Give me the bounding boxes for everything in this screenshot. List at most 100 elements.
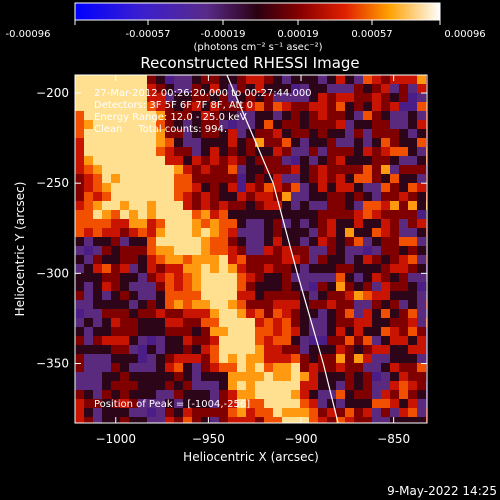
heatmap-cell: [381, 309, 391, 319]
heatmap-cell: [282, 156, 292, 166]
heatmap-cell: [75, 381, 85, 391]
heatmap-cell: [138, 300, 148, 310]
heatmap-cell: [93, 228, 103, 238]
heatmap-cell: [192, 372, 202, 382]
heatmap-cell: [174, 417, 184, 423]
heatmap-cell: [309, 381, 319, 391]
heatmap-cell: [75, 111, 85, 121]
heatmap-cell: [111, 363, 121, 373]
heatmap-cell: [156, 309, 166, 319]
heatmap-cell: [174, 291, 184, 301]
heatmap-cell: [156, 120, 166, 130]
heatmap-cell: [183, 318, 193, 328]
heatmap-cell: [138, 84, 148, 94]
heatmap-cell: [156, 381, 166, 391]
heatmap-cell: [237, 282, 247, 292]
heatmap-cell: [417, 165, 427, 175]
heatmap-cell: [381, 93, 391, 103]
heatmap-cell: [129, 138, 139, 148]
heatmap-cell: [129, 84, 139, 94]
heatmap-cell: [147, 390, 157, 400]
heatmap-cell: [165, 264, 175, 274]
heatmap-cell: [345, 390, 355, 400]
heatmap-cell: [408, 264, 418, 274]
heatmap-cell: [417, 93, 427, 103]
heatmap-cell: [147, 219, 157, 229]
heatmap-cell: [264, 417, 274, 423]
heatmap-cell: [147, 264, 157, 274]
heatmap-cell: [264, 201, 274, 211]
heatmap-cell: [381, 201, 391, 211]
heatmap-cell: [111, 228, 121, 238]
heatmap-cell: [336, 120, 346, 130]
heatmap-cell: [282, 300, 292, 310]
heatmap-cell: [264, 237, 274, 247]
heatmap-cell: [129, 174, 139, 184]
colorbar-tick-label: -0.00057: [126, 29, 171, 40]
heatmap-cell: [201, 192, 211, 202]
heatmap-cell: [183, 336, 193, 346]
heatmap-cell: [219, 381, 229, 391]
heatmap-cell: [408, 111, 418, 121]
heatmap-cell: [102, 165, 112, 175]
heatmap-cell: [174, 390, 184, 400]
heatmap-cell: [183, 210, 193, 220]
heatmap-cell: [165, 372, 175, 382]
heatmap-cell: [120, 309, 130, 319]
heatmap-cell: [372, 165, 382, 175]
heatmap-cell: [75, 138, 85, 148]
heatmap-cell: [147, 183, 157, 193]
heatmap-cell: [129, 165, 139, 175]
heatmap-cell: [138, 354, 148, 364]
heatmap-cell: [318, 93, 328, 103]
heatmap-cell: [363, 336, 373, 346]
heatmap-cell: [102, 300, 112, 310]
heatmap-cell: [354, 102, 364, 112]
heatmap-cell: [408, 354, 418, 364]
heatmap-cell: [129, 363, 139, 373]
heatmap-cell: [264, 390, 274, 400]
heatmap-cell: [84, 237, 94, 247]
heatmap-cell: [264, 111, 274, 121]
heatmap-cell: [363, 372, 373, 382]
heatmap-cell: [309, 201, 319, 211]
heatmap-cell: [309, 399, 319, 409]
heatmap-cell: [345, 282, 355, 292]
heatmap-cell: [408, 93, 418, 103]
heatmap-cell: [282, 93, 292, 103]
heatmap-cell: [372, 246, 382, 256]
heatmap-cell: [336, 282, 346, 292]
heatmap-cell: [192, 354, 202, 364]
heatmap-cell: [84, 219, 94, 229]
heatmap-cell: [210, 417, 220, 423]
heatmap-cell: [399, 300, 409, 310]
heatmap-cell: [237, 246, 247, 256]
heatmap-cell: [336, 228, 346, 238]
heatmap-cell: [75, 246, 85, 256]
heatmap-cell: [417, 381, 427, 391]
heatmap-cell: [318, 111, 328, 121]
heatmap-cell: [174, 228, 184, 238]
heatmap-cell: [318, 264, 328, 274]
heatmap-cell: [84, 129, 94, 139]
heatmap-cell: [282, 246, 292, 256]
heatmap-cell: [138, 192, 148, 202]
heatmap-cell: [381, 174, 391, 184]
heatmap-cell: [291, 399, 301, 409]
heatmap-cell: [318, 273, 328, 283]
heatmap-cell: [336, 174, 346, 184]
heatmap-cell: [417, 129, 427, 139]
heatmap-cell: [147, 192, 157, 202]
heatmap-cell: [291, 363, 301, 373]
heatmap-cell: [120, 372, 130, 382]
heatmap-cell: [237, 156, 247, 166]
heatmap-cell: [120, 381, 130, 391]
heatmap-cell: [354, 201, 364, 211]
heatmap-cell: [354, 417, 364, 423]
heatmap-cell: [345, 408, 355, 418]
heatmap-cell: [183, 291, 193, 301]
heatmap-cell: [300, 372, 310, 382]
heatmap-cell: [156, 201, 166, 211]
heatmap-cell: [291, 390, 301, 400]
heatmap-cell: [318, 282, 328, 292]
